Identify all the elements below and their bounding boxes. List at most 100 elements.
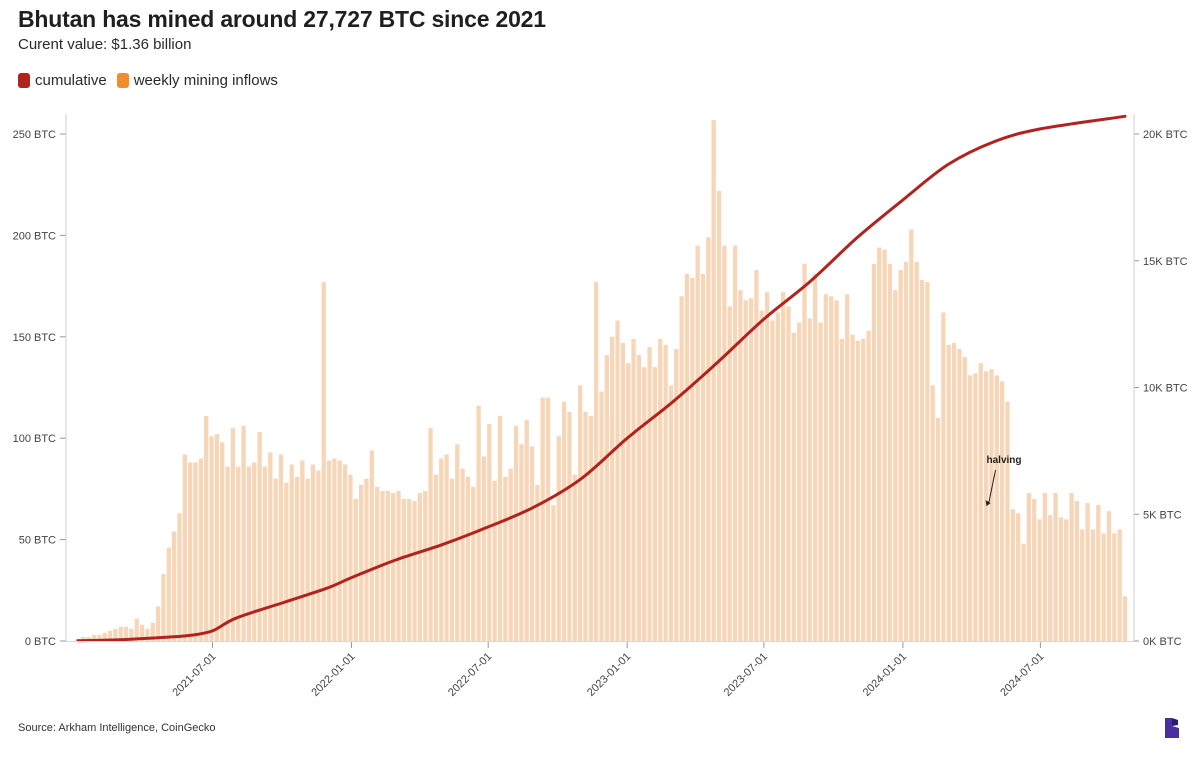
bar: [540, 397, 545, 641]
bar: [1053, 492, 1058, 641]
bar: [770, 320, 775, 641]
bar: [663, 344, 668, 641]
bar: [220, 442, 225, 641]
bar: [909, 229, 914, 641]
bar: [225, 466, 230, 641]
bar: [300, 460, 305, 641]
bar: [487, 424, 492, 641]
bar: [161, 574, 166, 641]
x-tick-label: 2022-01-01: [309, 651, 357, 699]
bar: [1016, 513, 1021, 641]
bar: [594, 282, 599, 641]
bar: [305, 478, 310, 641]
legend-item-cumulative[interactable]: cumulative: [18, 72, 107, 89]
bar: [610, 336, 615, 641]
bar: [1074, 501, 1080, 641]
bar: [209, 436, 214, 641]
bar: [471, 486, 476, 641]
bar: [652, 367, 658, 641]
bar: [1085, 503, 1090, 641]
bar: [412, 501, 417, 641]
bar: [813, 273, 818, 641]
x-tick-label: 2021-07-01: [170, 651, 218, 699]
bar: [129, 628, 134, 641]
bar: [1122, 596, 1128, 641]
bar: [139, 624, 145, 641]
bar: [316, 470, 321, 641]
bar: [134, 618, 139, 641]
annotation-arrowhead: [985, 500, 991, 507]
y-left-tick-label: 150 BTC: [13, 332, 56, 344]
bar: [524, 419, 529, 641]
x-tick-label: 2023-07-01: [722, 651, 770, 699]
bar: [503, 476, 508, 641]
bar: [994, 375, 999, 641]
bar: [599, 391, 604, 641]
bar: [572, 474, 577, 641]
bar: [1026, 492, 1031, 641]
bar: [321, 282, 326, 641]
bar: [513, 426, 519, 641]
bar: [845, 294, 850, 641]
x-tick-label: 2024-01-01: [861, 651, 909, 699]
bar: [1000, 381, 1005, 641]
bar: [658, 338, 663, 641]
bar: [893, 290, 898, 641]
bar: [257, 432, 262, 641]
bar: [113, 628, 118, 641]
bar: [353, 499, 358, 641]
x-tick-label: 2024-07-01: [998, 651, 1046, 699]
annotation-halving: halving: [985, 455, 1022, 507]
bar: [252, 462, 257, 641]
bar: [529, 446, 535, 641]
bar: [823, 294, 828, 641]
bar: [551, 505, 556, 641]
bar: [391, 492, 396, 641]
bar: [1032, 499, 1037, 641]
bar: [177, 513, 182, 641]
bar: [716, 190, 722, 641]
bar: [1069, 492, 1074, 641]
y-axis-right: 0K BTC 5K BTC 10K BTC 15K BTC 20K BTC: [1133, 114, 1188, 648]
bar: [439, 458, 444, 641]
legend-label-weekly: weekly mining inflows: [133, 72, 278, 89]
bar: [214, 434, 220, 641]
bar: [615, 320, 620, 641]
bar: [877, 247, 882, 641]
bar: [561, 401, 567, 641]
bar: [829, 296, 834, 641]
bar: [1096, 505, 1101, 641]
legend-swatch-weekly: [116, 73, 129, 88]
bar: [700, 273, 706, 641]
bar: [310, 464, 316, 641]
y-left-tick-label: 100 BTC: [13, 433, 56, 445]
bar: [241, 426, 246, 641]
legend-item-weekly[interactable]: weekly mining inflows: [116, 72, 278, 89]
bar: [118, 626, 123, 641]
bar: [1037, 519, 1042, 641]
y-right-tick-label: 10K BTC: [1143, 383, 1188, 395]
bar: [449, 478, 455, 641]
bar: [204, 415, 209, 641]
bar: [465, 476, 471, 641]
y-right-tick-label: 15K BTC: [1143, 256, 1188, 268]
y-right-tick-label: 5K BTC: [1143, 509, 1182, 521]
bar: [1058, 517, 1064, 641]
bar: [508, 468, 513, 641]
bar: [674, 348, 679, 641]
bar: [1021, 543, 1026, 641]
bar: [855, 340, 861, 641]
bar: [284, 482, 289, 641]
bar: [337, 460, 342, 641]
y-right-tick-label: 20K BTC: [1143, 129, 1188, 141]
bar: [385, 490, 390, 641]
bar: [97, 634, 102, 641]
bar: [989, 369, 994, 641]
bar: [791, 332, 796, 641]
y-right-tick-label: 0K BTC: [1143, 636, 1182, 648]
bar: [444, 454, 449, 641]
bar: [278, 454, 284, 641]
bar: [294, 476, 300, 641]
bar: [150, 622, 155, 641]
